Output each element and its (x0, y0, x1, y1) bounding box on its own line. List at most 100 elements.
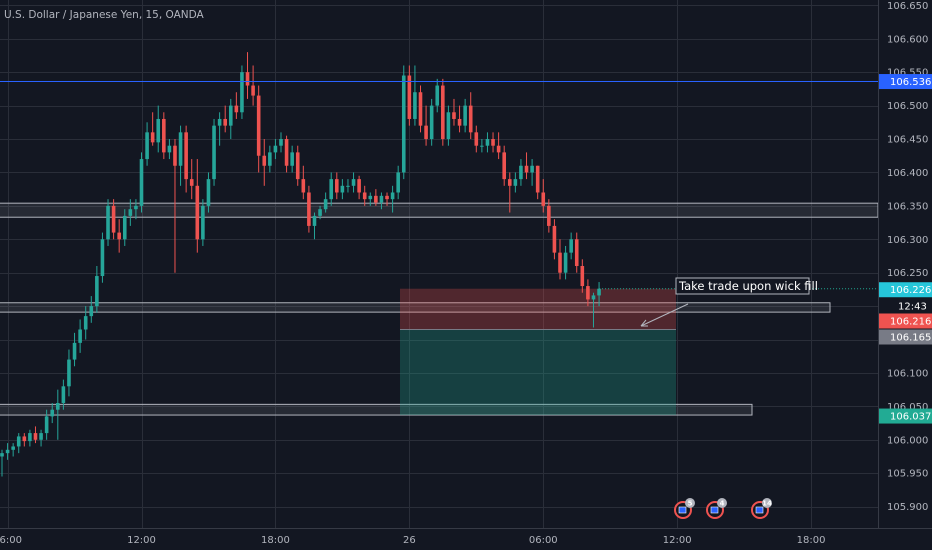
candle-body (162, 118, 166, 153)
current-price-label: 106.216 (890, 317, 931, 328)
candle-body (491, 139, 495, 146)
candle-body (83, 316, 88, 330)
take-profit-zone[interactable] (400, 329, 676, 416)
candle-body (295, 152, 300, 180)
price-labels: 106.536 106.226 12:43 106.216 106.165 106.037 (879, 74, 932, 424)
candle-body (329, 179, 334, 200)
candle-body (446, 112, 451, 140)
event-count-badge (717, 498, 727, 508)
annotation-arrow-head (640, 319, 648, 327)
candle-body (385, 195, 389, 200)
price-tick-label: 106.650 (887, 1, 928, 12)
candle-body (61, 386, 66, 404)
resistance-price-label: 106.536 (890, 77, 931, 88)
candle-body (44, 416, 49, 434)
candle-body (485, 139, 490, 146)
candle-body (284, 139, 289, 166)
price-tick-label: 106.050 (887, 402, 928, 413)
candle-body (552, 225, 557, 253)
candle-body (541, 192, 546, 206)
price-tick-label: 105.900 (887, 502, 928, 513)
candle-body (407, 75, 412, 119)
candle-body (362, 192, 367, 200)
candle-body (374, 195, 378, 203)
candle-body (318, 209, 322, 216)
resistance-price-label-bg (879, 74, 932, 90)
candle-body (72, 342, 77, 360)
candle-body (463, 105, 467, 126)
candle-body (580, 266, 585, 287)
candle-body (351, 179, 356, 186)
stop-loss-zone[interactable] (400, 288, 676, 330)
candle-body (139, 159, 144, 206)
candle-body (195, 185, 200, 240)
candle-body (307, 192, 311, 226)
time-tick-label: 26 (403, 535, 416, 546)
price-tick-label: 106.500 (887, 101, 928, 112)
price-tick-label: 106.100 (887, 368, 928, 379)
candle-body (547, 205, 551, 226)
candle-body (117, 232, 121, 240)
event-count: 14 (762, 500, 772, 508)
candle-body (22, 436, 27, 442)
candle-body (245, 72, 250, 86)
annotation-box[interactable] (675, 277, 810, 295)
time-tick-label: 12:00 (663, 535, 692, 546)
event-count-badge (762, 498, 772, 508)
time-axis-bg[interactable] (0, 528, 932, 550)
candle-body (424, 125, 428, 140)
flag-icon (755, 506, 764, 514)
candle-body (178, 132, 183, 166)
event-count: 5 (688, 500, 693, 508)
candle-body (290, 152, 294, 166)
annotation-text: Take trade upon wick fill (678, 279, 818, 293)
time-tick-label: 12:00 (127, 535, 156, 546)
candle-body (591, 295, 596, 300)
candle-body (519, 165, 523, 180)
candle-body (228, 105, 233, 126)
time-axis: 06:00 12:00 18:00 26 06:00 12:00 18:00 (0, 535, 826, 546)
candle-body (429, 105, 434, 140)
annotation-arrow-line (640, 303, 689, 327)
candle-body (251, 85, 255, 96)
candle-body (396, 172, 400, 193)
time-tick-label: 18:00 (261, 535, 290, 546)
candle-body (100, 239, 105, 277)
candle-body (480, 145, 484, 147)
event-count-badge (685, 498, 695, 508)
candle-body (150, 132, 155, 143)
candle-body (558, 252, 562, 273)
candle-body (268, 152, 272, 166)
price-tick-label: 106.350 (887, 201, 928, 212)
candles (0, 52, 601, 477)
candle-body (89, 306, 94, 317)
countdown-bg (879, 298, 932, 313)
level-band[interactable] (0, 403, 753, 416)
candle-body (167, 145, 172, 153)
candle-body (279, 139, 283, 146)
candle-body (586, 286, 590, 300)
annotation[interactable]: Take trade upon wick fill (640, 277, 818, 327)
candle-body (413, 92, 417, 119)
time-tick-label: 18:00 (797, 535, 826, 546)
candle-body (56, 403, 60, 410)
candle-body (452, 112, 456, 119)
candle-body (457, 118, 462, 126)
level-band[interactable] (0, 302, 831, 313)
candle-body (111, 205, 116, 233)
candle-body (507, 179, 512, 186)
candle-body (346, 185, 350, 187)
candle-body (223, 118, 227, 126)
candle-body (273, 145, 278, 153)
drawing-zones[interactable] (0, 202, 879, 416)
candle-body (569, 239, 573, 253)
candle-body (28, 433, 32, 442)
economic-events[interactable]: 5 4 14 (674, 498, 772, 519)
flag-icon (678, 506, 687, 514)
event-count: 4 (720, 500, 725, 508)
candle-body (574, 239, 579, 267)
candle-body (95, 276, 99, 307)
candle-body (106, 205, 110, 240)
